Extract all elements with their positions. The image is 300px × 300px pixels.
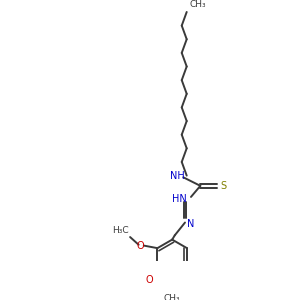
Text: CH₃: CH₃ (164, 294, 180, 300)
Text: N: N (187, 219, 194, 229)
Text: O: O (146, 275, 153, 286)
Text: CH₃: CH₃ (189, 0, 206, 9)
Text: HN: HN (172, 194, 187, 205)
Text: O: O (136, 241, 144, 250)
Text: H₃C: H₃C (112, 226, 128, 235)
Text: S: S (220, 181, 226, 191)
Text: NH: NH (170, 171, 185, 181)
